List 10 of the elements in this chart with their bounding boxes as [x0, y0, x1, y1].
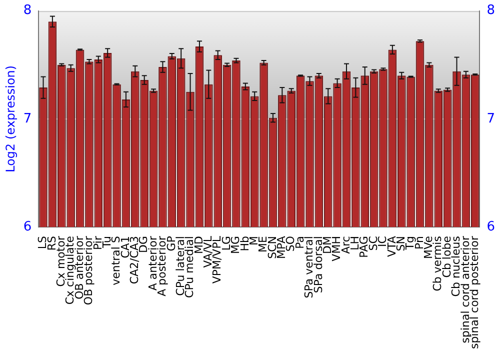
y-tick-label: 6 [23, 219, 32, 234]
y2-tick-label: 8 [486, 3, 496, 18]
x-tick-label: A posterior [156, 236, 169, 296]
y-axis-title: Log2 (expression) [3, 65, 18, 172]
y-tick-label: 7 [23, 111, 32, 126]
x-tick-label: Tg [404, 236, 417, 251]
y-tick-label: 8 [23, 3, 32, 18]
y2-tick-label: 7 [486, 111, 496, 126]
x-tick-label: OB posterior [82, 236, 96, 306]
y2-tick-label: 6 [486, 219, 496, 234]
